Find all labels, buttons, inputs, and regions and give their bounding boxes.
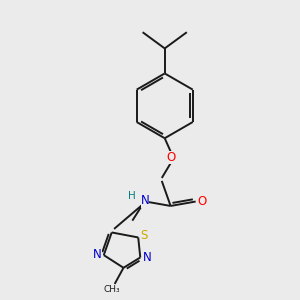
Text: N: N [93, 248, 102, 261]
Text: O: O [197, 195, 206, 208]
Text: O: O [167, 151, 176, 164]
Text: N: N [141, 194, 149, 207]
Text: CH₃: CH₃ [103, 285, 120, 294]
Text: N: N [142, 251, 151, 264]
Text: S: S [140, 230, 147, 242]
Text: H: H [128, 191, 136, 201]
